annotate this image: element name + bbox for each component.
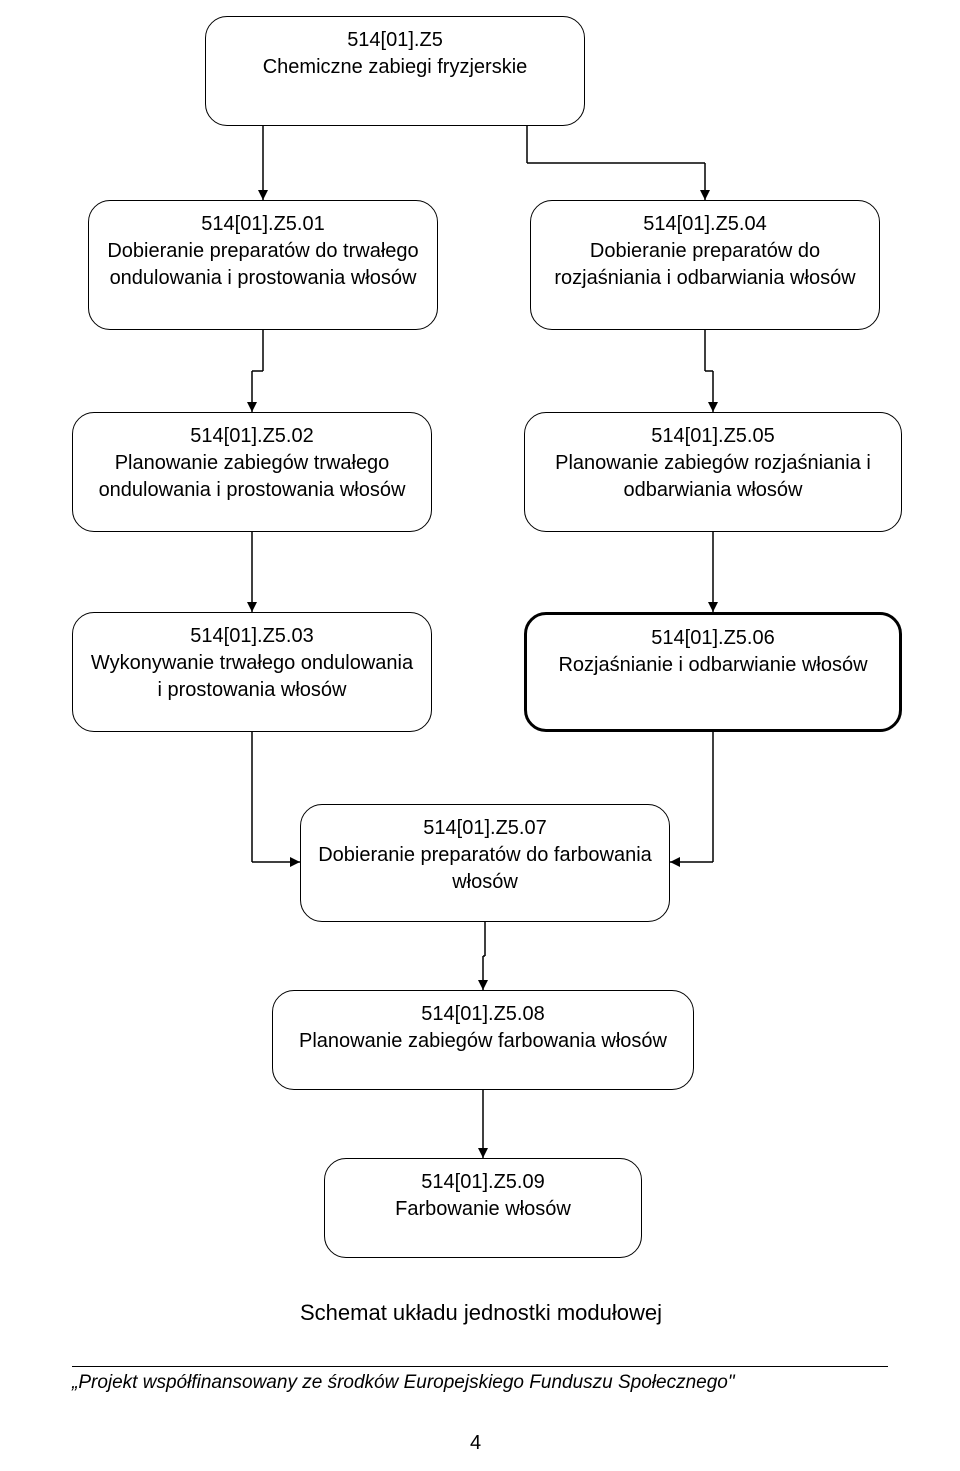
node-text: Chemiczne zabiegi fryzjerskie xyxy=(263,54,528,81)
flow-node-n1: 514[01].Z5.01Dobieranie preparatów do tr… xyxy=(88,200,438,330)
flow-node-n7: 514[01].Z5.07Dobieranie preparatów do fa… xyxy=(300,804,670,922)
footer-text: „Projekt współfinansowany ze środków Eur… xyxy=(72,1372,735,1394)
node-code: 514[01].Z5.06 xyxy=(651,625,774,652)
flow-node-n3: 514[01].Z5.02Planowanie zabiegów trwałeg… xyxy=(72,412,432,532)
node-code: 514[01].Z5.03 xyxy=(190,623,313,650)
node-text: Dobieranie preparatów do rozjaśniania i … xyxy=(545,238,865,292)
flow-node-n2: 514[01].Z5.04Dobieranie preparatów do ro… xyxy=(530,200,880,330)
node-code: 514[01].Z5.01 xyxy=(201,211,324,238)
node-text: Planowanie zabiegów trwałego ondulowania… xyxy=(87,450,417,504)
flow-node-n6: 514[01].Z5.06Rozjaśnianie i odbarwianie … xyxy=(524,612,902,732)
flow-node-n4: 514[01].Z5.05Planowanie zabiegów rozjaśn… xyxy=(524,412,902,532)
node-code: 514[01].Z5.07 xyxy=(423,815,546,842)
node-text: Dobieranie preparatów do farbowania włos… xyxy=(315,842,655,896)
node-code: 514[01].Z5.08 xyxy=(421,1001,544,1028)
node-text: Planowanie zabiegów rozjaśniania i odbar… xyxy=(539,450,887,504)
node-text: Wykonywanie trwałego ondulowania i prost… xyxy=(87,650,417,704)
node-code: 514[01].Z5.05 xyxy=(651,423,774,450)
page-number: 4 xyxy=(470,1432,481,1455)
flow-node-n8: 514[01].Z5.08Planowanie zabiegów farbowa… xyxy=(272,990,694,1090)
flow-node-n5: 514[01].Z5.03Wykonywanie trwałego ondulo… xyxy=(72,612,432,732)
node-code: 514[01].Z5 xyxy=(347,27,443,54)
node-text: Rozjaśnianie i odbarwianie włosów xyxy=(558,652,867,679)
node-code: 514[01].Z5.09 xyxy=(421,1169,544,1196)
node-text: Farbowanie włosów xyxy=(395,1196,571,1223)
flow-node-n9: 514[01].Z5.09Farbowanie włosów xyxy=(324,1158,642,1258)
node-text: Planowanie zabiegów farbowania włosów xyxy=(299,1028,667,1055)
flow-node-n0: 514[01].Z5Chemiczne zabiegi fryzjerskie xyxy=(205,16,585,126)
diagram-caption: Schemat układu jednostki modułowej xyxy=(300,1300,662,1326)
node-code: 514[01].Z5.02 xyxy=(190,423,313,450)
node-code: 514[01].Z5.04 xyxy=(643,211,766,238)
node-text: Dobieranie preparatów do trwałego ondulo… xyxy=(103,238,423,292)
footer-divider xyxy=(72,1366,888,1367)
